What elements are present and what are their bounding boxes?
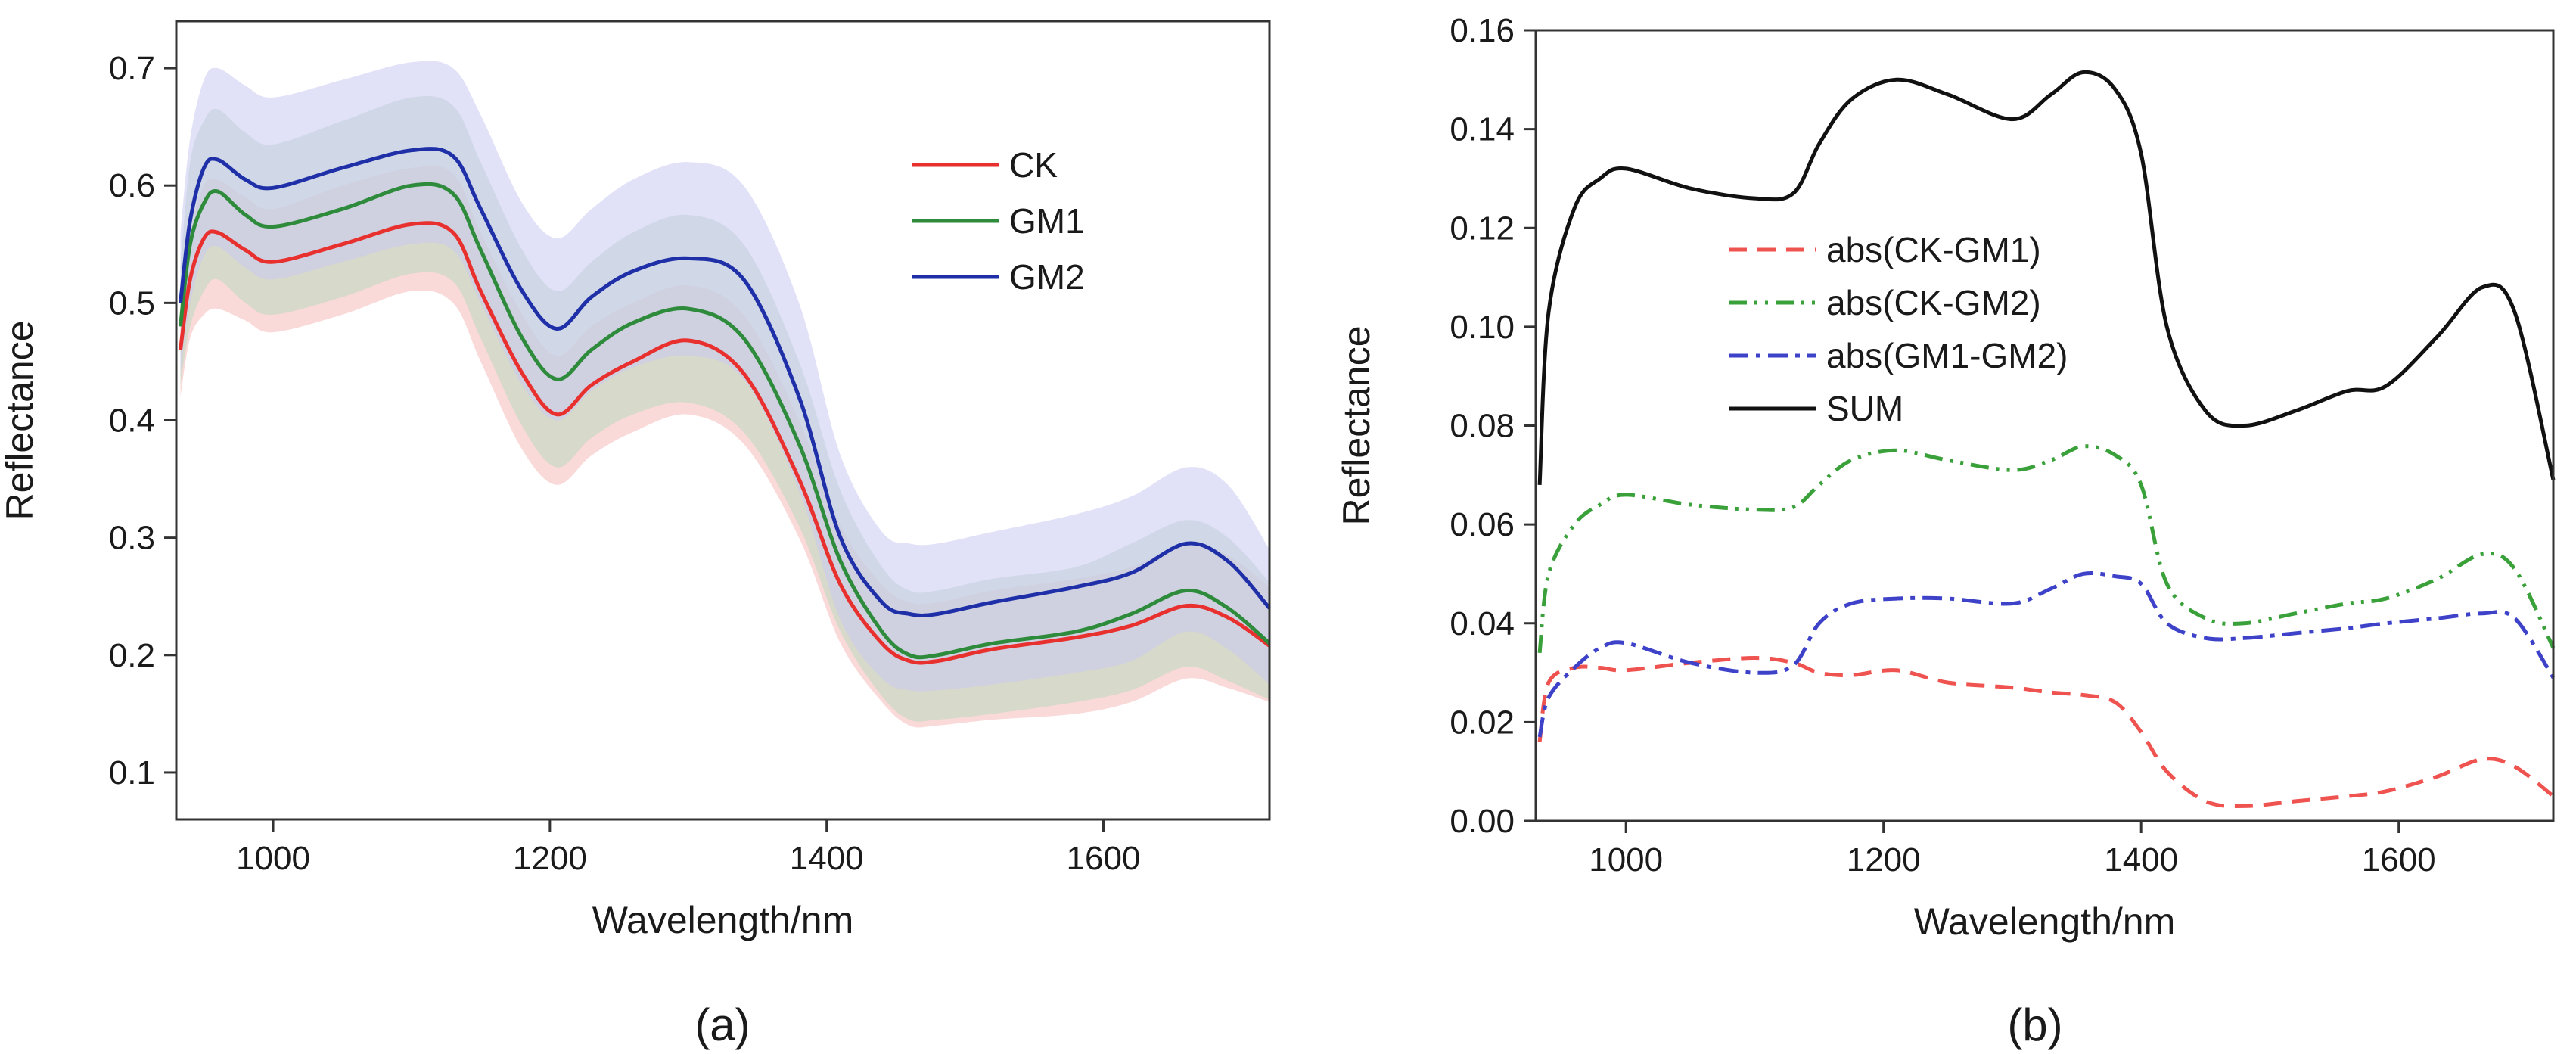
b-legend-label-sum: SUM [1826, 389, 1903, 428]
a-x-tick-label: 1200 [513, 840, 587, 877]
a-y-tick-label: 0.7 [109, 50, 155, 87]
a-y-tick-label: 0.4 [109, 403, 155, 440]
a-y-tick-label: 0.6 [109, 167, 155, 204]
b-y-tick-label: 0.04 [1450, 605, 1515, 642]
b-line-abs-ck-gm2 [1537, 444, 2556, 654]
a-x-tick-label: 1600 [1067, 840, 1141, 877]
a-x-ticks: 1000 1200 1400 1600 [236, 819, 1140, 877]
b-legend-label-abs-ck-gm1: abs(CK-GM1) [1826, 230, 2041, 269]
b-y-tick-label: 0.14 [1450, 111, 1515, 148]
b-x-tick-label: 1200 [1847, 841, 1921, 878]
b-y-tick-label: 0.06 [1450, 506, 1515, 543]
b-x-axis-title: Wavelength/nm [1914, 900, 2176, 943]
a-legend-label-ck: CK [1009, 145, 1058, 185]
b-y-axis-title: Reflectance [1335, 325, 1378, 525]
b-line-abs-gm1-gm2 [1537, 571, 2556, 738]
b-y-tick-label: 0.12 [1450, 210, 1515, 247]
b-x-tick-label: 1600 [2362, 841, 2436, 878]
a-y-tick-label: 0.2 [109, 637, 155, 674]
a-legend-label-gm2: GM2 [1009, 257, 1085, 297]
b-legend-label-abs-ck-gm2: abs(CK-GM2) [1826, 283, 2041, 322]
a-x-axis-title: Wavelength/nm [592, 899, 854, 941]
b-y-tick-label: 0.00 [1450, 803, 1515, 840]
b-x-ticks: 1000 1200 1400 1600 [1589, 821, 2436, 878]
a-panel-label: (a) [694, 1000, 750, 1050]
panel-a-chart: 1000 1200 1400 1600 0.1 0.2 0.3 0.4 0.5 0.6 0.7 W… [0, 20, 1271, 1050]
b-y-tick-label: 0.16 [1450, 12, 1515, 49]
a-line-ck [179, 221, 1271, 665]
a-legend-label-gm1: GM1 [1009, 201, 1085, 241]
a-y-ticks: 0.1 0.2 0.3 0.4 0.5 0.6 0.7 [109, 50, 176, 791]
a-confidence-bands [180, 61, 1269, 728]
b-y-ticks: 0.00 0.02 0.04 0.06 0.08 0.10 0.12 0.14 0.16 [1450, 12, 1536, 840]
b-panel-label: (b) [2007, 1000, 2062, 1050]
b-y-tick-label: 0.10 [1450, 309, 1515, 346]
a-band-gm2 [180, 61, 1269, 692]
b-x-tick-label: 1400 [2104, 841, 2178, 878]
a-legend: CK GM1 GM2 [912, 145, 1085, 297]
a-y-tick-label: 0.3 [109, 520, 155, 557]
a-x-tick-label: 1000 [236, 840, 310, 877]
a-x-tick-label: 1400 [790, 840, 864, 877]
b-legend: abs(CK-GM1) abs(CK-GM2) abs(GM1-GM2) SUM [1729, 230, 2068, 428]
a-band-gm1 [180, 96, 1269, 722]
a-series-lines [179, 147, 1271, 665]
b-legend-label-abs-gm1-gm2: abs(GM1-GM2) [1826, 336, 2068, 375]
a-line-gm1 [179, 182, 1271, 660]
b-y-tick-label: 0.02 [1450, 704, 1515, 741]
b-y-tick-label: 0.08 [1450, 408, 1515, 445]
panel-b-chart: 1000 1200 1400 1600 0.00 0.02 0.04 0.06 0.08 0.1… [1335, 12, 2556, 1050]
a-line-gm2 [179, 147, 1271, 617]
b-x-tick-label: 1000 [1589, 841, 1663, 878]
a-y-tick-label: 0.5 [109, 284, 155, 322]
b-plot-frame [1534, 29, 2555, 822]
b-line-abs-ck-gm1 [1537, 656, 2555, 808]
b-series-lines [1537, 70, 2556, 808]
b-line-sum [1537, 70, 2556, 486]
a-y-axis-title: Reflectance [0, 320, 41, 520]
a-y-tick-label: 0.1 [109, 754, 155, 791]
